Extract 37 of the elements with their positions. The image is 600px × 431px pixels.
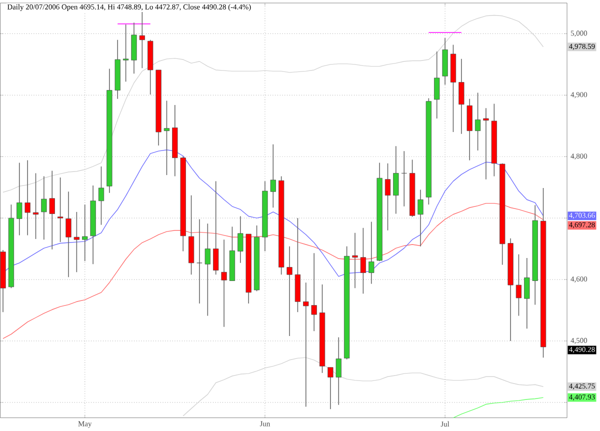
candlestick [32, 172, 39, 240]
candlestick [164, 100, 170, 176]
candlestick [352, 232, 358, 288]
candlestick [303, 282, 309, 408]
candlestick [286, 246, 292, 336]
candlestick [483, 108, 489, 180]
candlestick [418, 189, 424, 247]
candlestick [360, 227, 366, 294]
candlestick [516, 254, 522, 316]
candlestick [458, 58, 464, 134]
candlestick [196, 218, 202, 304]
candlestick [328, 366, 334, 410]
candlestick [221, 239, 227, 328]
candlestick [311, 252, 317, 332]
candlestick [401, 150, 407, 207]
candlestick [49, 170, 55, 250]
candlestick [393, 146, 399, 214]
candlestick [524, 258, 530, 330]
candlestick [24, 160, 30, 236]
candlestick [213, 180, 219, 275]
candlestick [82, 204, 88, 262]
candlestick [270, 144, 276, 208]
candlestick [474, 92, 481, 151]
candlestick [98, 166, 104, 226]
candlestick [434, 51, 440, 119]
candlestick [57, 177, 64, 242]
candlestick [122, 24, 129, 82]
candlestick [384, 162, 391, 231]
candlestick [16, 162, 22, 236]
candlestick [368, 221, 374, 284]
candlestick [74, 211, 80, 272]
candlestick [66, 191, 72, 278]
candlestick [139, 11, 145, 68]
candlestick [204, 223, 210, 316]
candlestick [238, 216, 244, 264]
candlestick [336, 336, 342, 406]
candlestick [41, 176, 47, 240]
